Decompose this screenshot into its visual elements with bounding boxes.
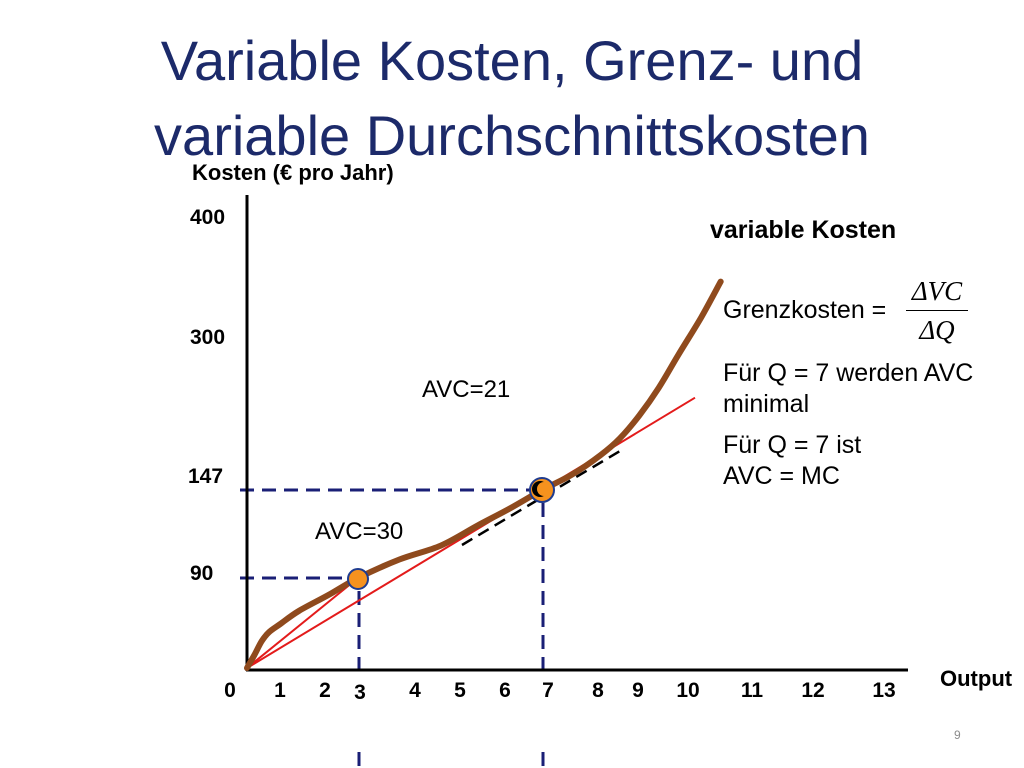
formula-denominator: ΔQ (919, 315, 955, 345)
variable-cost-curve (244, 278, 724, 671)
title-line-1: Variable Kosten, Grenz- und (160, 29, 864, 92)
formula-numerator: ΔVC (911, 276, 963, 306)
x-tick-label: 6 (499, 679, 511, 702)
x-tick-label: 0 (224, 679, 236, 702)
avc-ray-q7 (246, 396, 696, 669)
note-line: Für Q = 7 ist (723, 431, 862, 459)
x-tick-label: 7 (542, 679, 554, 702)
x-tick-label: 13 (872, 679, 896, 702)
x-tick-label: 4 (409, 679, 421, 702)
note-line: Für Q = 7 werden AVC (723, 359, 974, 387)
y-tick-label: 300 (190, 326, 226, 349)
formula-fraction-bar (906, 310, 968, 311)
marginal-cost-label: Grenzkosten = (723, 296, 887, 324)
mc-tangent-line (461, 446, 626, 547)
x-tick-label: 11 (740, 679, 764, 702)
x-tick-label: 9 (632, 679, 644, 702)
avc-label-q3: AVC=30 (315, 518, 404, 545)
x-tick-label: 3 (354, 681, 366, 704)
point-marker-q3 (347, 568, 369, 590)
note-avc-equals-mc: Für Q = 7 ist AVC = MC (723, 430, 861, 492)
y-tick-label: 90 (190, 562, 214, 585)
x-tick-label: 10 (676, 679, 700, 702)
avc-label-q7: AVC=21 (422, 376, 511, 403)
x-axis-label: Output (940, 666, 1013, 691)
y-tick-label: 147 (188, 465, 224, 488)
avc-rays (246, 396, 696, 669)
slide-title: Variable Kosten, Grenz- und variable Dur… (0, 23, 1024, 173)
series-label-variable-costs: variable Kosten (710, 216, 897, 244)
page-number: 9 (954, 728, 961, 742)
x-tick-label: 5 (454, 679, 466, 702)
x-tick-label: 8 (592, 679, 604, 702)
variable-cost-curve-layer (244, 278, 724, 671)
x-tick-label: 1 (274, 679, 286, 702)
avc-ray-q3 (246, 577, 359, 669)
x-tick-label: 2 (319, 679, 331, 702)
note-line: minimal (723, 390, 810, 418)
y-tick-label: 400 (190, 206, 226, 229)
y-axis-label: Kosten (€ pro Jahr) (192, 160, 394, 185)
title-line-2: variable Durchschnittskosten (154, 104, 870, 167)
x-tick-label: 12 (801, 679, 825, 702)
point-marker-q7-fill (537, 482, 551, 496)
note-avc-minimal: Für Q = 7 werden AVC minimal (723, 358, 973, 420)
note-line: AVC = MC (723, 462, 840, 490)
reference-guides (240, 488, 545, 768)
point-markers (347, 477, 555, 590)
mc-tangent-layer (461, 446, 626, 547)
